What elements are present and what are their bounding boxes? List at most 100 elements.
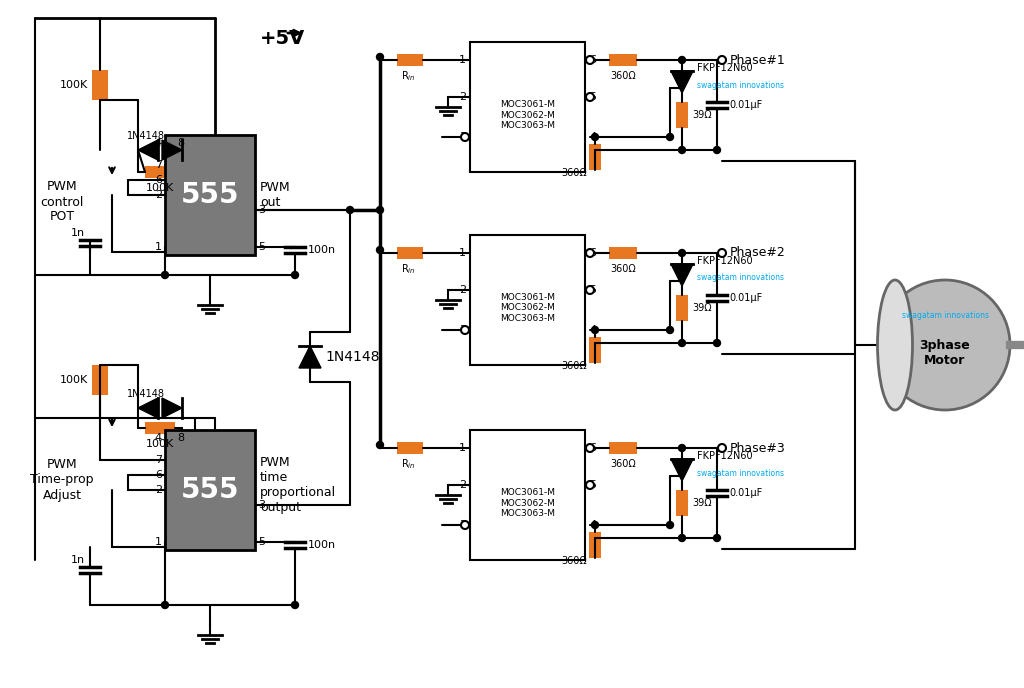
- Text: 5: 5: [258, 537, 265, 547]
- Circle shape: [461, 521, 469, 529]
- Polygon shape: [138, 140, 158, 160]
- Bar: [676, 295, 688, 321]
- Text: 0.01μF: 0.01μF: [729, 293, 762, 303]
- Text: 1: 1: [155, 537, 162, 547]
- Text: 1n: 1n: [71, 228, 85, 238]
- Circle shape: [377, 442, 384, 449]
- Bar: [589, 337, 601, 363]
- Text: 4: 4: [589, 520, 596, 530]
- Text: 3: 3: [459, 325, 466, 335]
- Text: 0.01μF: 0.01μF: [729, 488, 762, 498]
- Text: 360Ω: 360Ω: [561, 556, 587, 566]
- Text: FKPF12N60: FKPF12N60: [697, 256, 753, 266]
- Circle shape: [586, 286, 594, 294]
- Bar: [145, 166, 175, 178]
- Text: 555: 555: [181, 476, 240, 504]
- Bar: [676, 490, 688, 516]
- Text: 100K: 100K: [145, 183, 174, 193]
- Circle shape: [162, 601, 169, 608]
- Text: 5: 5: [589, 480, 596, 490]
- Bar: [165, 430, 255, 550]
- Circle shape: [592, 327, 598, 334]
- Circle shape: [586, 93, 594, 101]
- Circle shape: [714, 147, 721, 153]
- Circle shape: [586, 481, 594, 489]
- Text: 360Ω: 360Ω: [610, 459, 636, 469]
- Text: 8: 8: [177, 433, 184, 443]
- Text: 0.01μF: 0.01μF: [729, 100, 762, 110]
- Circle shape: [292, 601, 299, 608]
- Circle shape: [718, 444, 726, 452]
- Circle shape: [714, 535, 721, 541]
- Text: 1: 1: [459, 55, 466, 65]
- Text: 6: 6: [155, 470, 162, 480]
- Text: 2: 2: [155, 485, 162, 495]
- Circle shape: [679, 339, 685, 347]
- Bar: [609, 442, 637, 454]
- Circle shape: [718, 249, 726, 257]
- Polygon shape: [671, 71, 693, 93]
- Text: 1: 1: [459, 248, 466, 258]
- Text: PWM
time
proportional
output: PWM time proportional output: [260, 456, 336, 514]
- Circle shape: [718, 56, 726, 64]
- Text: 100n: 100n: [308, 245, 336, 255]
- Polygon shape: [162, 398, 182, 418]
- Polygon shape: [162, 140, 182, 160]
- Circle shape: [377, 54, 384, 61]
- Circle shape: [586, 56, 594, 64]
- Polygon shape: [138, 398, 158, 418]
- Text: PWM
out: PWM out: [260, 181, 291, 209]
- Text: 555: 555: [181, 181, 240, 209]
- Text: MOC3061-M
MOC3062-M
MOC3063-M: MOC3061-M MOC3062-M MOC3063-M: [500, 488, 555, 518]
- Text: 3: 3: [459, 132, 466, 142]
- Circle shape: [592, 133, 598, 140]
- Text: 4: 4: [589, 132, 596, 142]
- Text: 1n: 1n: [71, 555, 85, 565]
- Text: FKPF12N60: FKPF12N60: [697, 451, 753, 461]
- Text: PWM
control
POT: PWM control POT: [40, 180, 84, 224]
- Bar: [470, 430, 585, 560]
- Text: 3phase
Motor: 3phase Motor: [920, 339, 971, 367]
- Text: 2: 2: [155, 190, 162, 200]
- Circle shape: [162, 272, 169, 279]
- Text: 8: 8: [177, 138, 184, 148]
- Text: 39Ω: 39Ω: [692, 303, 712, 313]
- Text: PWM
Time-prop
Adjust: PWM Time-prop Adjust: [31, 458, 94, 502]
- Circle shape: [880, 280, 1010, 410]
- Bar: [397, 247, 423, 259]
- Text: 5: 5: [589, 92, 596, 102]
- Bar: [609, 54, 637, 66]
- Text: 5: 5: [258, 242, 265, 252]
- Text: 1: 1: [459, 443, 466, 453]
- Bar: [470, 235, 585, 365]
- Text: 6: 6: [589, 248, 596, 258]
- Bar: [589, 532, 601, 558]
- Text: 1: 1: [155, 242, 162, 252]
- Circle shape: [679, 250, 685, 257]
- Bar: [145, 422, 175, 434]
- Text: R$_{in}$: R$_{in}$: [400, 69, 416, 83]
- Circle shape: [586, 444, 594, 452]
- Text: R$_{in}$: R$_{in}$: [400, 457, 416, 471]
- Text: swagatam innovations: swagatam innovations: [901, 310, 988, 319]
- Text: Phase#2: Phase#2: [730, 246, 785, 259]
- Text: 360Ω: 360Ω: [561, 361, 587, 371]
- Text: Phase#3: Phase#3: [730, 442, 785, 455]
- Text: 39Ω: 39Ω: [692, 498, 712, 508]
- Circle shape: [461, 326, 469, 334]
- Circle shape: [292, 272, 299, 279]
- Bar: [470, 42, 585, 172]
- Text: 2: 2: [459, 92, 466, 102]
- Text: 100n: 100n: [308, 540, 336, 550]
- Bar: [92, 365, 108, 395]
- Circle shape: [377, 206, 384, 213]
- Circle shape: [679, 147, 685, 153]
- Polygon shape: [671, 264, 693, 286]
- Circle shape: [586, 249, 594, 257]
- Circle shape: [461, 133, 469, 141]
- Circle shape: [346, 206, 353, 213]
- Text: 360Ω: 360Ω: [610, 264, 636, 274]
- Polygon shape: [299, 346, 321, 368]
- Text: swagatam innovations: swagatam innovations: [697, 469, 784, 477]
- Text: +5V: +5V: [260, 28, 305, 47]
